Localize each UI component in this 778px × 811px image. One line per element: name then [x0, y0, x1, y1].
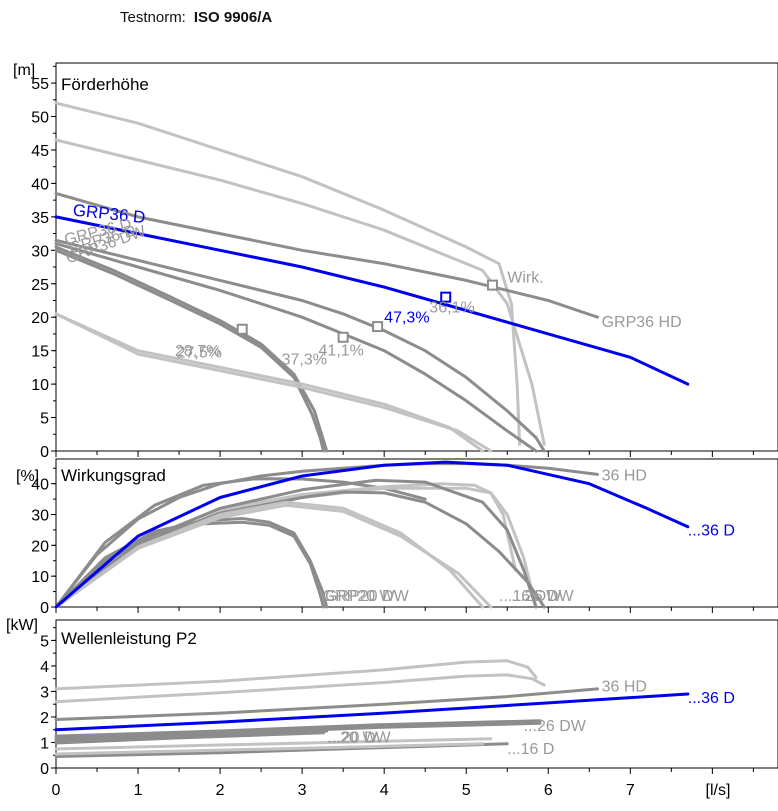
- power-curve-label-4: ...20 DW: [328, 729, 391, 746]
- head-curve-5: [54, 245, 329, 453]
- head-curve-label-4: 36,1%: [429, 300, 474, 317]
- efficiency-y-tick-label: 20: [31, 538, 49, 555]
- head-curve-label-8: 41,1%: [319, 342, 364, 359]
- head-curve-label-7: 37,3%: [282, 352, 327, 369]
- efficiency-curve-label-2: GRP20 W: [323, 588, 396, 605]
- head-curve-label-1: 47,3%: [384, 310, 429, 327]
- x-tick-label: 1: [134, 782, 143, 799]
- head-curve-8: [54, 312, 493, 453]
- power-curve-label-1: ...36 D: [688, 690, 735, 707]
- head-duty-point-marker-1: [486, 279, 498, 291]
- head-curve-2: [54, 191, 599, 319]
- power-curve-label-5: ...16 D: [507, 741, 554, 758]
- power-curve-8: [54, 737, 493, 751]
- efficiency-highlight-curve: [54, 460, 690, 609]
- power-curve-label-2: ...26 DW: [524, 718, 587, 735]
- head-y-tick-label: 35: [31, 210, 49, 227]
- test-standard-value: ISO 9906/A: [193, 9, 273, 26]
- head-y-tick-label: 20: [31, 310, 49, 327]
- x-tick-label: 5: [462, 782, 471, 799]
- efficiency-y-tick-label: 40: [31, 477, 49, 494]
- efficiency-y-tick-label: 30: [31, 508, 49, 525]
- head-y-tick-label: 0: [40, 444, 49, 461]
- head-y-tick-label: 45: [31, 143, 49, 160]
- head-highlight-curve: [54, 215, 690, 386]
- efficiency-curve-label-0: 36 HD: [602, 468, 647, 485]
- power-curve-9: [54, 742, 485, 756]
- x-tick-label: 6: [544, 782, 553, 799]
- head-y-tick-label: 25: [31, 277, 49, 294]
- efficiency-curve-label-5: ...26 DW: [511, 588, 574, 605]
- power-y-tick-label: 3: [40, 684, 49, 701]
- head-curve-label-2: Wirk.: [507, 269, 543, 286]
- power-y-tick-label: 1: [40, 735, 49, 752]
- efficiency-y-tick-label: 0: [40, 600, 49, 617]
- power-curve-6: [54, 731, 325, 745]
- power-curve-3: [54, 719, 542, 738]
- power-curve-2: [54, 687, 599, 721]
- test-standard-label: Testnorm:: [120, 9, 186, 26]
- efficiency-frame: [55, 458, 778, 608]
- head-curve-1: [54, 138, 546, 446]
- power-curve-1: [54, 673, 546, 704]
- power-y-tick-label: 4: [40, 659, 49, 676]
- head-duty-point-marker-4: [372, 321, 384, 333]
- x-axis-unit: [l/s]: [706, 782, 731, 799]
- efficiency-curve-label-1: ...36 D: [688, 522, 735, 539]
- head-y-tick-label: 5: [40, 411, 49, 428]
- efficiency-curve-7: [54, 520, 325, 609]
- head-y-tick-label: 10: [31, 377, 49, 394]
- head-curve-label-5: 28,7%: [175, 343, 220, 360]
- head-curve-7: [54, 312, 485, 453]
- power-frame: [55, 619, 778, 769]
- efficiency-y-unit: [%]: [16, 468, 39, 485]
- efficiency-y-tick-label: 10: [31, 569, 49, 586]
- head-curve-4: [54, 242, 538, 453]
- power-title: Wellenleistung P2: [61, 629, 197, 648]
- efficiency-curve-1: [54, 477, 427, 609]
- head-y-tick-label: 40: [31, 176, 49, 193]
- head-y-tick-label: 30: [31, 243, 49, 260]
- x-tick-label: 7: [626, 782, 635, 799]
- x-tick-label: 3: [298, 782, 307, 799]
- power-y-tick-label: 5: [40, 633, 49, 650]
- power-curve-label-0: 36 HD: [602, 678, 647, 695]
- efficiency-title: Wirkungsgrad: [61, 466, 166, 485]
- x-tick-label: 0: [52, 782, 61, 799]
- head-title: Förderhöhe: [61, 75, 149, 94]
- test-standard: Testnorm: ISO 9906/A: [120, 9, 272, 26]
- head-curve-0: [54, 101, 522, 446]
- power-curve-label-3: ...20 W: [327, 729, 379, 746]
- head-curve-label-3: GRP36 HD: [602, 314, 682, 331]
- efficiency-curve-label-3: GRP20 DW: [325, 588, 409, 605]
- power-y-tick-label: 0: [40, 761, 49, 778]
- head-panel: [m] Förderhöhe 0 5 10 15 20 25 30 35 40 45 50 55 GRP36…: [13, 62, 778, 461]
- head-curve-label-6: 27,5%: [177, 344, 222, 361]
- head-duty-point-marker-0: [440, 291, 452, 303]
- x-tick-label: 4: [380, 782, 389, 799]
- efficiency-curve-9: [54, 503, 493, 609]
- head-y-tick-label: 50: [31, 110, 49, 127]
- head-duty-point-marker-2: [236, 323, 248, 335]
- head-y-tick-label: 55: [31, 76, 49, 93]
- x-tick-label: 2: [216, 782, 225, 799]
- head-duty-point-marker-3: [337, 331, 349, 343]
- head-y-unit: [m]: [13, 62, 35, 79]
- power-highlight-curve: [54, 692, 690, 732]
- power-curve-0: [54, 659, 538, 691]
- head-y-tick-label: 15: [31, 344, 49, 361]
- efficiency-panel: [%] Wirkungsgrad 0 10 20 30 40 36 HD ...36 D GRP2…: [16, 458, 778, 617]
- head-curve-3: [54, 238, 546, 453]
- head-curve-6: [54, 248, 325, 453]
- efficiency-curve-label-4: ...16 DW: [499, 588, 562, 605]
- power-curve-5: [54, 729, 329, 743]
- power-panel: [kW] Wellenleistung P2 0 1 2 3 4 5 36 HD ...36 D.…: [6, 617, 778, 799]
- power-y-tick-label: 2: [40, 710, 49, 727]
- head-frame: [55, 62, 778, 452]
- power-y-unit: [kW]: [6, 617, 38, 634]
